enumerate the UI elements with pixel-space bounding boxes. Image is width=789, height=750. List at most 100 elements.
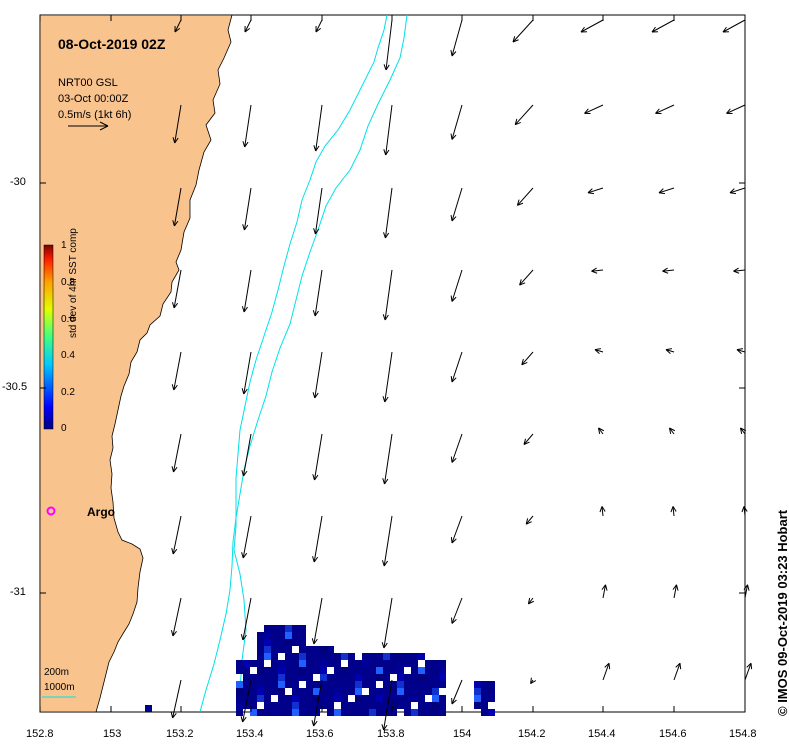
sst-cell: [383, 660, 390, 667]
current-arrow: [598, 427, 604, 435]
current-arrowhead: [743, 584, 748, 590]
isobath-label-1000m: 1000m: [44, 682, 75, 693]
sst-cell: [306, 709, 313, 716]
current-arrowhead: [670, 506, 674, 513]
current-arrowhead: [383, 149, 387, 156]
sst-cell: [348, 667, 355, 674]
sst-cell: [474, 681, 481, 688]
sst-cell: [278, 639, 285, 646]
current-arrowhead: [313, 638, 318, 645]
sst-cell: [292, 653, 299, 660]
sst-cell: [243, 688, 250, 695]
sst-cell: [306, 646, 313, 653]
sst-cell: [271, 688, 278, 695]
current-arrowhead: [519, 282, 526, 286]
sst-cell: [299, 632, 306, 639]
current-arrow: [384, 433, 393, 485]
sst-cell: [271, 709, 278, 716]
sst-cell: [432, 681, 439, 688]
scale-arrow: [68, 121, 109, 131]
current-arrowhead: [679, 663, 682, 670]
sst-cell: [257, 667, 264, 674]
sst-cell: [313, 667, 320, 674]
sst-cell: [306, 660, 313, 667]
current-arrow: [672, 506, 675, 517]
sst-cell: [411, 653, 418, 660]
sst-cell: [306, 674, 313, 681]
colorbar: [43, 244, 54, 430]
sst-cell: [236, 667, 243, 674]
sst-cell: [299, 646, 306, 653]
sst-cell: [362, 681, 369, 688]
sst-cell: [313, 681, 320, 688]
y-tick-label: -30: [10, 176, 26, 188]
sst-cell: [320, 681, 327, 688]
sst-cell: [236, 695, 243, 702]
current-arrowhead: [240, 634, 244, 641]
current-arrow: [384, 351, 393, 403]
current-arrow: [243, 351, 252, 395]
sst-cell: [292, 681, 299, 688]
sst-cell: [341, 695, 348, 702]
current-arrowhead: [740, 427, 747, 432]
current-arrow: [584, 104, 604, 114]
current-arrow: [587, 187, 604, 194]
sst-cell: [418, 695, 425, 702]
current-arrowhead: [733, 267, 739, 272]
current-arrowhead: [242, 224, 245, 231]
current-arrowhead: [669, 427, 676, 432]
current-arrowhead: [525, 521, 532, 525]
sst-cell: [327, 653, 334, 660]
sst-cell: [362, 667, 369, 674]
sst-cell: [271, 667, 278, 674]
sst-cell: [341, 674, 348, 681]
current-arrowhead: [384, 396, 389, 403]
sst-cell: [432, 660, 439, 667]
current-arrowhead: [747, 584, 750, 591]
current-arrowhead: [512, 36, 516, 43]
sst-cell: [432, 688, 439, 695]
sst-cell: [236, 681, 243, 688]
sst-cell: [397, 702, 404, 709]
sst-cell: [439, 674, 446, 681]
sst-cell: [481, 702, 488, 709]
sst-cell: [257, 632, 264, 639]
sst-cell: [285, 632, 292, 639]
sst-cell: [292, 667, 299, 674]
sst-cell: [243, 660, 250, 667]
sst-cell: [292, 632, 299, 639]
sst-cell: [243, 681, 250, 688]
current-arrowhead: [383, 724, 388, 731]
sst-cell: [264, 702, 271, 709]
current-arrow: [451, 597, 463, 624]
sst-cell: [481, 695, 488, 702]
current-arrowhead: [512, 39, 519, 43]
current-arrow: [242, 679, 252, 723]
current-arrowhead: [584, 108, 589, 114]
sst-cell: [432, 667, 439, 674]
current-arrowhead: [599, 506, 603, 513]
current-arrowhead: [521, 358, 524, 365]
sst-cell: [432, 702, 439, 709]
sst-cell: [397, 688, 404, 695]
sst-cell: [432, 674, 439, 681]
sst-cell: [257, 688, 264, 695]
sst-cell: [376, 667, 383, 674]
current-arrowhead: [312, 474, 315, 481]
sst-cell: [362, 695, 369, 702]
current-arrowhead: [450, 214, 453, 222]
sst-cell: [278, 660, 285, 667]
current-arrow: [383, 597, 393, 649]
current-arrow: [662, 269, 675, 272]
current-arrowhead: [312, 310, 316, 317]
current-arrow: [521, 351, 534, 366]
sst-cell: [404, 674, 411, 681]
current-arrowhead: [174, 27, 181, 33]
sst-cell: [348, 674, 355, 681]
current-arrow: [602, 584, 606, 599]
sst-cell: [404, 660, 411, 667]
current-arrowhead: [594, 349, 600, 355]
current-arrowhead: [242, 141, 246, 148]
sst-cell: [292, 695, 299, 702]
sst-cell: [397, 660, 404, 667]
